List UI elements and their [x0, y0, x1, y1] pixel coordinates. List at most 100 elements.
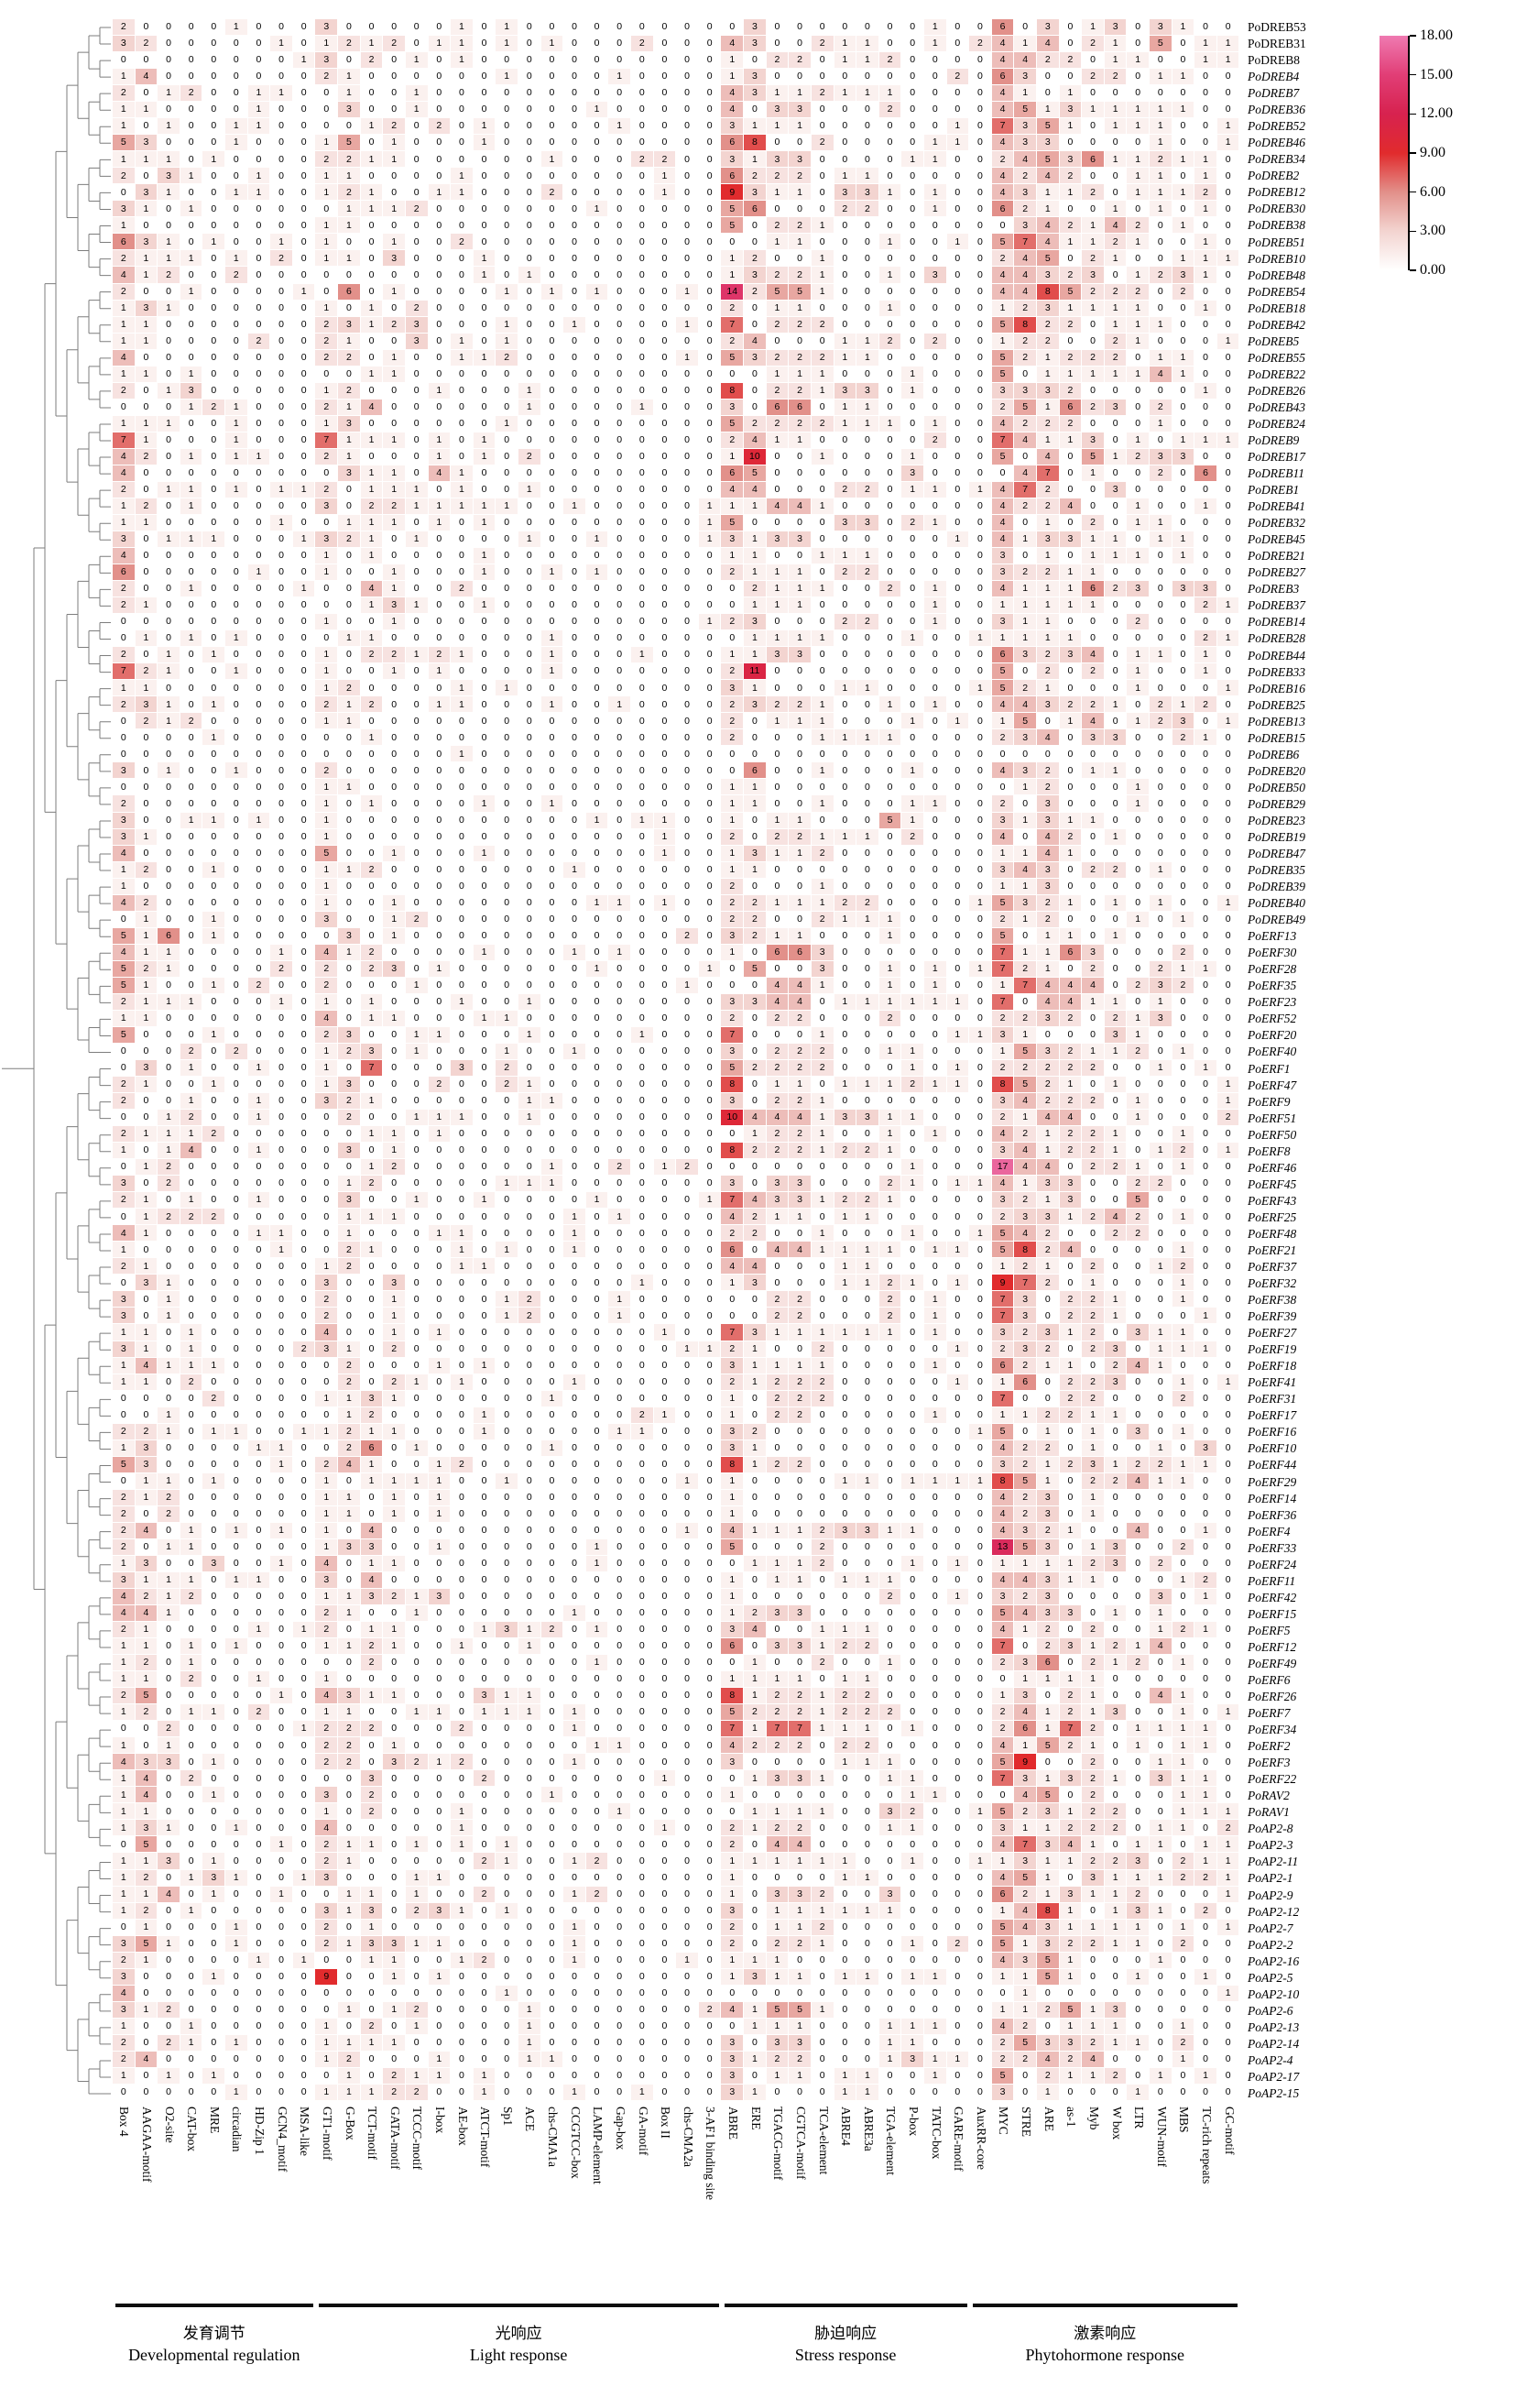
heatmap-cell: 1 [789, 300, 812, 317]
heatmap-cell: 1 [1216, 118, 1240, 136]
heatmap-cell: 1 [721, 845, 745, 862]
heatmap-cell: 0 [451, 1489, 474, 1506]
heatmap-cell: 3 [1104, 1374, 1128, 1391]
heatmap-cell: 0 [585, 795, 609, 813]
heatmap-cell: 0 [338, 267, 361, 284]
heatmap-cell: 0 [563, 1390, 586, 1407]
heatmap-cell: 0 [766, 1258, 790, 1275]
heatmap-cell: 0 [856, 465, 879, 482]
heatmap-cell: 0 [946, 1538, 970, 1556]
heatmap-cell: 0 [202, 432, 226, 449]
heatmap-cell: 1 [834, 828, 857, 846]
heatmap-cell: 0 [158, 366, 180, 383]
heatmap-cell: 1 [744, 1522, 767, 1539]
heatmap-cell: 0 [608, 713, 632, 730]
heatmap-cell: 1 [766, 118, 790, 136]
heatmap-cell: 0 [631, 1308, 654, 1325]
heatmap-cell: 0 [789, 201, 812, 218]
heatmap-cell: 0 [1216, 812, 1240, 829]
heatmap-cell: 0 [338, 614, 361, 631]
heatmap-cell: 0 [292, 1374, 316, 1391]
heatmap-cell: 0 [563, 250, 586, 268]
heatmap-cell: 0 [878, 514, 902, 531]
heatmap-cell: 0 [270, 531, 293, 548]
heatmap-cell: 0 [923, 234, 947, 251]
heatmap-cell: 0 [473, 1026, 496, 1044]
heatmap-cell: 1 [451, 993, 474, 1011]
heatmap-cell: 3 [113, 1176, 136, 1193]
heatmap-cell: 2 [1059, 415, 1083, 432]
heatmap-cell: 1 [113, 366, 136, 383]
heatmap-cell: 0 [405, 614, 429, 631]
heatmap-cell: 0 [1150, 1126, 1172, 1144]
heatmap-cell: 0 [1150, 548, 1172, 565]
heatmap-cell: 1 [1059, 300, 1083, 317]
heatmap-cell: 0 [451, 1143, 474, 1160]
heatmap-cell: 0 [113, 713, 136, 730]
heatmap-cell: 1 [158, 663, 180, 681]
heatmap-cell: 0 [518, 911, 541, 928]
heatmap-cell: 0 [1150, 85, 1172, 103]
heatmap-cell: 0 [698, 1093, 722, 1111]
heatmap-cell: 0 [518, 1357, 541, 1374]
heatmap-cell: 0 [1059, 1472, 1083, 1490]
heatmap-cell: 2 [315, 1456, 339, 1473]
heatmap-cell: 0 [834, 283, 857, 301]
heatmap-cell: 0 [451, 399, 474, 416]
heatmap-cell: 1 [180, 1059, 203, 1077]
heatmap-cell: 0 [270, 927, 293, 945]
heatmap-cell: 0 [969, 1588, 992, 1605]
heatmap-cell: 0 [969, 465, 992, 482]
heatmap-cell: 1 [270, 1456, 293, 1473]
heatmap-cell: 4 [1014, 432, 1037, 449]
heatmap-cell: 0 [563, 531, 586, 548]
heatmap-cell: 0 [473, 415, 496, 432]
heatmap-cell: 1 [1104, 993, 1128, 1011]
heatmap-cell: 1 [180, 399, 203, 416]
heatmap-cell: 1 [473, 548, 496, 565]
heatmap-cell: 7 [721, 1026, 745, 1044]
heatmap-cell: 1 [451, 498, 474, 515]
heatmap-cell: 1 [676, 1522, 699, 1539]
heatmap-cell: 0 [360, 1077, 384, 1094]
heatmap-cell: 0 [585, 1043, 609, 1060]
heatmap-cell: 0 [270, 118, 293, 136]
heatmap-cell: 1 [1216, 894, 1240, 912]
heatmap-cell: 3 [1036, 1010, 1060, 1027]
heatmap-cell: 0 [270, 861, 293, 879]
heatmap-cell: 0 [1172, 465, 1195, 482]
heatmap-cell: 1 [315, 779, 339, 796]
heatmap-cell: 3 [135, 184, 158, 202]
heatmap-cell: 1 [383, 1489, 406, 1506]
heatmap-cell: 2 [721, 614, 745, 631]
heatmap-cell: 3 [338, 102, 361, 119]
heatmap-cell: 0 [744, 1291, 767, 1308]
heatmap-cell: 3 [383, 250, 406, 268]
heatmap-cell: 0 [698, 1308, 722, 1325]
heatmap-cell: 1 [923, 201, 947, 218]
heatmap-cell: 2 [1082, 1159, 1105, 1177]
heatmap-cell: 0 [518, 19, 541, 37]
heatmap-cell: 0 [698, 647, 722, 664]
heatmap-cell: 5 [1036, 250, 1060, 268]
heatmap-cell: 0 [158, 135, 180, 152]
heatmap-cell: 0 [158, 1192, 180, 1209]
heatmap-cell: 0 [135, 779, 158, 796]
heatmap-cell: 2 [1036, 894, 1060, 912]
heatmap-cell: 1 [315, 168, 339, 185]
heatmap-cell: 3 [405, 333, 429, 350]
heatmap-cell: 1 [158, 531, 180, 548]
heatmap-cell: 3 [721, 1439, 745, 1457]
heatmap-cell: 0 [676, 333, 699, 350]
heatmap-cell: 1 [247, 1439, 271, 1457]
heatmap-cell: 0 [247, 267, 271, 284]
heatmap-cell: 1 [1036, 201, 1060, 218]
heatmap-cell: 1 [135, 927, 158, 945]
heatmap-cell: 7 [991, 1291, 1015, 1308]
heatmap-cell: 0 [676, 1093, 699, 1111]
heatmap-cell: 1 [518, 1110, 541, 1127]
heatmap-cell: 0 [676, 993, 699, 1011]
heatmap-cell: 1 [1127, 300, 1151, 317]
heatmap-cell: 1 [901, 993, 924, 1011]
